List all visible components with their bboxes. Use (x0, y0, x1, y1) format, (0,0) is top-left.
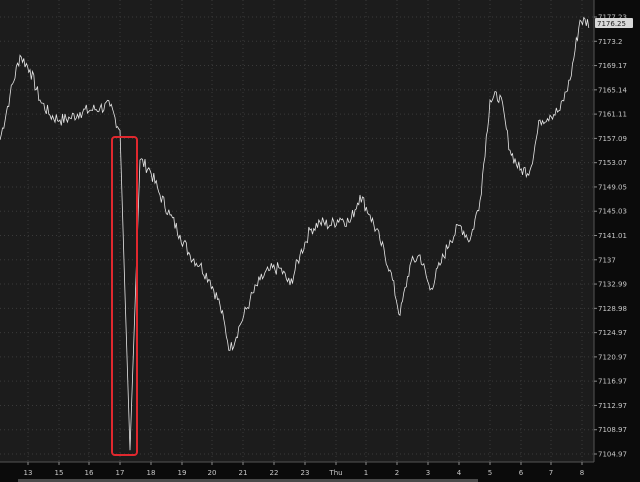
annotation-rectangle (111, 136, 138, 456)
y-tick-label: 7169.17 (598, 62, 627, 70)
last-price-tag: 7176.25 (595, 18, 633, 28)
x-tick-label: 5 (488, 469, 492, 477)
y-tick-label: 7116.97 (598, 378, 627, 386)
x-tick-label: 8 (580, 469, 584, 477)
y-tick-label: 7173.2 (598, 38, 623, 46)
x-tick-label: 18 (147, 469, 156, 477)
y-tick-label: 7149.05 (598, 183, 627, 191)
x-tick-label: 13 (24, 469, 33, 477)
x-tick-label: 4 (457, 469, 462, 477)
x-tick-label: 3 (426, 469, 430, 477)
grid-lines (0, 0, 594, 462)
y-tick-label: 7132.99 (598, 281, 627, 289)
y-tick-label: 7157.09 (598, 135, 627, 143)
y-tick-label: 7104.97 (598, 451, 627, 459)
y-tick-label: 7145.03 (598, 208, 627, 216)
y-tick-label: 7165.14 (598, 86, 627, 94)
y-tick-label: 7137 (598, 256, 616, 264)
x-tick-label: 2 (395, 469, 399, 477)
y-tick-label: 7112.97 (598, 402, 627, 410)
x-tick-label: 19 (178, 469, 187, 477)
price-series-line (0, 16, 590, 451)
x-tick-label: 15 (55, 469, 64, 477)
y-axis: 7177.23 7173.2 7169.17 7165.14 7161.11 7157.0… (594, 14, 627, 459)
x-tick-label: 21 (239, 469, 248, 477)
x-tick-label: 17 (116, 469, 125, 477)
x-tick-label: 20 (208, 469, 217, 477)
horizontal-scrollbar[interactable] (18, 479, 478, 482)
x-axis: 13 15 16 17 18 19 20 21 22 23 Thu 1 2 3 4 5 6 7 8 (24, 462, 584, 477)
y-tick-label: 7108.97 (598, 426, 627, 434)
y-tick-label: 7141.01 (598, 232, 627, 240)
y-tick-label: 7177.23 (598, 14, 627, 22)
y-tick-label: 7128.98 (598, 305, 627, 313)
y-tick-label: 7124.97 (598, 329, 627, 337)
x-tick-label: Thu (328, 469, 342, 477)
x-tick-label: 1 (364, 469, 368, 477)
y-tick-label: 7161.11 (598, 111, 627, 119)
y-tick-label: 7153.07 (598, 159, 627, 167)
x-tick-label: 16 (85, 469, 94, 477)
last-price-label: 7176.25 (597, 20, 626, 28)
x-tick-label: 22 (270, 469, 279, 477)
x-tick-label: 23 (301, 469, 310, 477)
x-tick-label: 7 (549, 469, 553, 477)
plot-background (0, 0, 594, 462)
y-tick-label: 7120.97 (598, 353, 627, 361)
x-tick-label: 6 (519, 469, 524, 477)
